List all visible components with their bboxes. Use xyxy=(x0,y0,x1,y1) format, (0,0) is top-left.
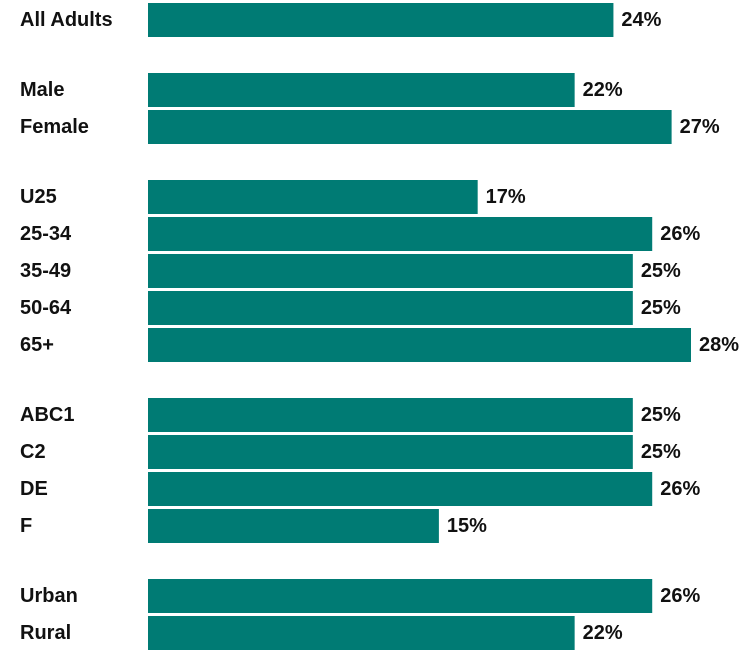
value-label-35-49: 25% xyxy=(641,260,681,282)
category-label-50-64: 50-64 xyxy=(20,297,72,319)
bar-35-49 xyxy=(148,254,633,288)
bar-f xyxy=(148,509,439,543)
category-label-all-adults: All Adults xyxy=(20,9,113,31)
value-label-u25: 17% xyxy=(486,186,526,208)
bar-abc1 xyxy=(148,398,633,432)
bar-u25 xyxy=(148,180,478,214)
value-label-c2: 25% xyxy=(641,441,681,463)
category-label-de: DE xyxy=(20,478,48,500)
category-label-c2: C2 xyxy=(20,441,46,463)
bar-urban xyxy=(148,579,653,613)
category-label-rural: Rural xyxy=(20,622,71,644)
bar-50-64 xyxy=(148,291,633,325)
value-label-de: 26% xyxy=(660,478,700,500)
bar-male xyxy=(148,73,575,107)
category-label-25-34: 25-34 xyxy=(20,223,72,245)
value-label-50-64: 25% xyxy=(641,297,681,319)
value-label-abc1: 25% xyxy=(641,404,681,426)
bar-all-adults xyxy=(148,3,614,37)
value-label-65: 28% xyxy=(699,334,739,356)
value-label-urban: 26% xyxy=(660,585,700,607)
value-label-25-34: 26% xyxy=(660,223,700,245)
bar-c2 xyxy=(148,435,633,469)
value-label-male: 22% xyxy=(583,79,623,101)
category-label-f: F xyxy=(20,515,32,537)
category-label-male: Male xyxy=(20,79,64,101)
category-label-urban: Urban xyxy=(20,585,78,607)
category-label-35-49: 35-49 xyxy=(20,260,71,282)
category-label-u25: U25 xyxy=(20,186,57,208)
value-label-rural: 22% xyxy=(583,622,623,644)
value-label-f: 15% xyxy=(447,515,487,537)
category-label-abc1: ABC1 xyxy=(20,404,74,426)
category-label-female: Female xyxy=(20,116,89,138)
value-label-female: 27% xyxy=(680,116,720,138)
bar-25-34 xyxy=(148,217,653,251)
bar-65 xyxy=(148,328,691,362)
bar-female xyxy=(148,110,672,144)
value-label-all-adults: 24% xyxy=(621,9,661,31)
bar-rural xyxy=(148,616,575,650)
category-label-65: 65+ xyxy=(20,334,54,356)
bar-de xyxy=(148,472,653,506)
